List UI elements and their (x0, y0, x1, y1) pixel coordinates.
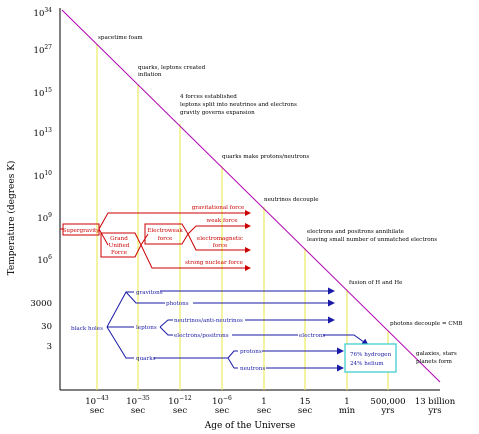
electromagnetic-label: force (213, 243, 228, 249)
leptons-label: leptons (136, 325, 157, 331)
gut-label: Force (111, 250, 128, 256)
branch-gravitons (106, 291, 134, 328)
x-tick-label: 10−12 (168, 395, 192, 407)
gut-to-strong-branch (140, 244, 180, 269)
branch-photons (125, 291, 165, 304)
event-label: quarks make protons/neutrons (222, 154, 309, 160)
weak-label: weak force (206, 218, 238, 224)
x-tick-label: 10−43 (85, 395, 109, 407)
event-label: leaving small number of unmatched electr… (307, 237, 437, 243)
x-tick-unit: sec (257, 406, 271, 416)
helium-label: 24% helium (350, 361, 384, 367)
event-label: quarks, leptons created (138, 65, 206, 71)
branch-quarks (106, 326, 134, 359)
y-tick-label: 109 (37, 212, 52, 224)
x-axis-title: Age of the Universe (204, 421, 296, 431)
quarks-to-protons-branch (227, 350, 238, 359)
neutrinos-label: neutrinos/anti-neutrinos (174, 318, 243, 324)
electrons-positrons-label: electrons/positrons (174, 333, 229, 339)
gut-label: Unified (109, 243, 130, 249)
leptons-to-electrons-branch (159, 326, 173, 336)
strong-label: strong nuclear force (185, 260, 244, 266)
x-tick-label: 1 (261, 397, 266, 407)
abundance-box (344, 343, 397, 373)
gravitons-label: gravitons (136, 290, 163, 296)
protons-label: protons (240, 349, 262, 355)
y-tick-label: 1034 (34, 7, 53, 19)
y-axis-title: Temperature (degrees K) (6, 161, 17, 276)
y-tick-label: 1013 (34, 127, 53, 139)
event-label: inflation (138, 72, 162, 78)
x-tick-label: 1 (344, 397, 349, 407)
particle-tree: black holes gravitons photons leptons qu… (71, 287, 397, 373)
hydrogen-label: 76% hydrogen (350, 352, 391, 358)
event-label: photons decouple = CMB (390, 321, 462, 327)
x-tick-unit: sec (131, 406, 145, 416)
y-tick-label: 1010 (34, 170, 53, 182)
electromagnetic-arrow (187, 233, 251, 253)
event-label: leptons split into neutrinos and electro… (180, 102, 297, 108)
x-tick-label: 15 (300, 397, 311, 407)
x-tick-label: 500,000 (370, 397, 405, 407)
x-tick-label: 13 billion (415, 397, 456, 407)
photons-label: photons (166, 301, 189, 307)
y-tick-label: 3000 (30, 299, 52, 309)
x-tick-unit: sec (173, 406, 187, 416)
x-axis-ticks: 10−43 sec 10−35 sec 10−12 sec 10−6 sec 1… (85, 395, 455, 416)
supergravity-label: Supergravity (63, 228, 101, 234)
black-holes-label: black holes (71, 326, 103, 332)
electromagnetic-label: electromagnetic (197, 236, 243, 242)
quarks-to-neutrons-branch (227, 357, 238, 369)
x-tick-label: 10−6 (212, 395, 232, 407)
x-tick-label: 10−35 (126, 395, 150, 407)
event-label: electrons and positrons annihilate (307, 229, 405, 235)
electrons-label: electrons (299, 333, 325, 339)
x-tick-unit: sec (215, 406, 229, 416)
electroweak-label: Electroweak (147, 228, 183, 234)
x-tick-unit: yrs (380, 406, 394, 416)
event-label: neutrinos decouple (264, 197, 319, 203)
supergravity-to-gut-branch (98, 228, 109, 246)
gut-label: Grand (110, 236, 128, 242)
electrons-arrow (323, 334, 369, 346)
y-axis-ticks: 1034 1027 1015 1013 1010 109 106 3000 30… (30, 7, 52, 352)
event-annotations: spacetime foam quarks, leptons created i… (98, 35, 462, 365)
quarks-label: quarks (136, 356, 156, 362)
event-label: galaxies, stars (416, 351, 457, 357)
forces-tree: Supergravity Grand Unified Force Electro… (60, 205, 251, 271)
electroweak-label: force (158, 236, 173, 242)
x-tick-unit: sec (298, 406, 312, 416)
event-label: gravity governs expansion (180, 110, 255, 116)
weak-arrow (187, 223, 251, 235)
gut-box (100, 232, 142, 258)
event-label: spacetime foam (98, 35, 143, 41)
event-label: planets form (416, 359, 453, 365)
electroweak-box (144, 223, 189, 245)
y-tick-label: 1027 (34, 44, 53, 56)
temperature-diagonal (61, 9, 441, 383)
x-tick-unit: yrs (427, 406, 441, 416)
leptons-to-neutrinos-branch (159, 319, 173, 328)
y-tick-label: 1015 (34, 87, 53, 99)
y-tick-label: 3 (47, 342, 52, 352)
vertical-guides (96, 44, 389, 390)
neutrons-label: neutrons (240, 366, 265, 372)
x-tick-unit: sec (90, 406, 104, 416)
supergravity-to-gravity-branch (98, 212, 180, 230)
event-label: 4 forces established (180, 94, 237, 100)
x-tick-unit: min (339, 406, 356, 416)
gravitational-label: gravitational force (192, 205, 245, 211)
y-tick-label: 30 (41, 322, 52, 332)
event-label: fusion of H and He (349, 280, 403, 286)
y-tick-label: 106 (37, 254, 52, 266)
